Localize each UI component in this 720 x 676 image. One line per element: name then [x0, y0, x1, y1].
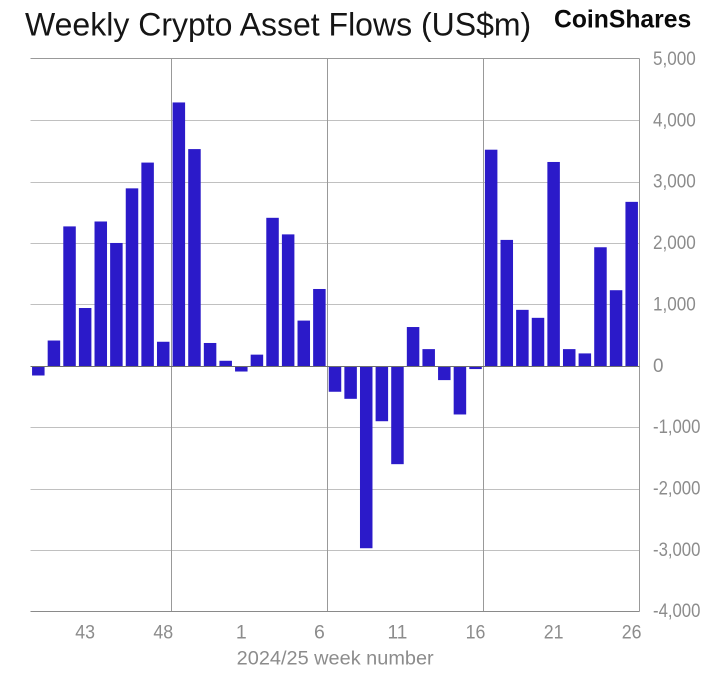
- svg-text:-2,000: -2,000: [653, 478, 701, 500]
- svg-text:21: 21: [544, 621, 564, 643]
- svg-text:5,000: 5,000: [653, 48, 696, 70]
- svg-text:48: 48: [153, 621, 173, 643]
- svg-text:Weekly Crypto Asset Flows (US$: Weekly Crypto Asset Flows (US$m): [25, 7, 531, 43]
- svg-text:2024/25 week number: 2024/25 week number: [237, 648, 435, 670]
- svg-text:4,000: 4,000: [653, 109, 696, 131]
- svg-text:16: 16: [466, 621, 486, 643]
- svg-text:26: 26: [622, 621, 642, 643]
- svg-text:11: 11: [388, 621, 408, 643]
- svg-text:-1,000: -1,000: [653, 416, 701, 438]
- svg-text:1: 1: [236, 621, 247, 643]
- svg-text:2,000: 2,000: [653, 232, 696, 254]
- svg-text:1,000: 1,000: [653, 293, 696, 315]
- svg-text:-3,000: -3,000: [653, 539, 701, 561]
- svg-text:3,000: 3,000: [653, 171, 696, 193]
- svg-text:0: 0: [653, 355, 664, 377]
- svg-text:43: 43: [75, 621, 95, 643]
- svg-text:6: 6: [314, 621, 325, 643]
- svg-text:-4,000: -4,000: [653, 600, 701, 622]
- svg-text:CoinShares: CoinShares: [554, 7, 691, 34]
